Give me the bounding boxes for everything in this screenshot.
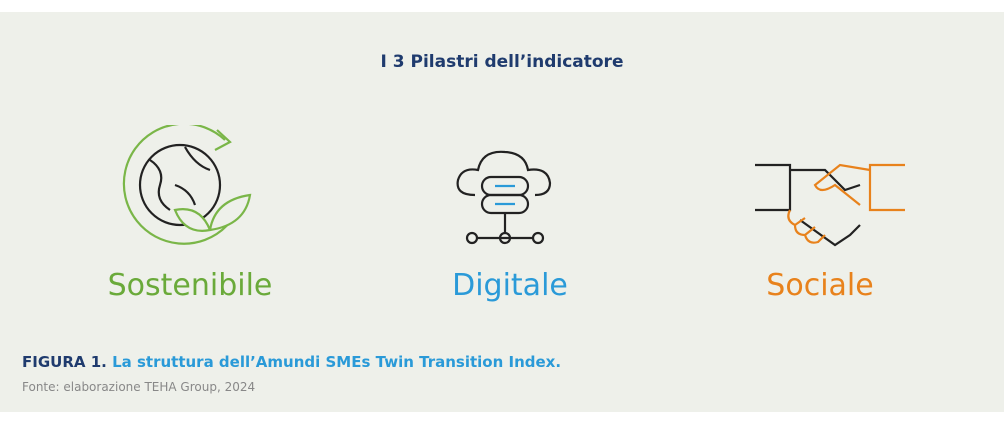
pillar-label: Sostenibile [107,268,273,303]
caption: FIGURA 1. La struttura dell’Amundi SMEs … [22,353,561,371]
figure-number: FIGURA 1. [22,353,107,371]
cloud-icon [456,150,552,245]
title: I 3 Pilastri dell’indicatore [380,52,624,72]
source: Fonte: elaborazione TEHA Group, 2024 [22,380,256,394]
pillar-label: Digitale [452,268,568,303]
globe-icon [122,125,252,245]
pillar-label: Sociale [766,268,874,303]
handshake-icon [755,163,905,247]
caption-text: La struttura dell’Amundi SMEs Twin Trans… [112,353,562,371]
